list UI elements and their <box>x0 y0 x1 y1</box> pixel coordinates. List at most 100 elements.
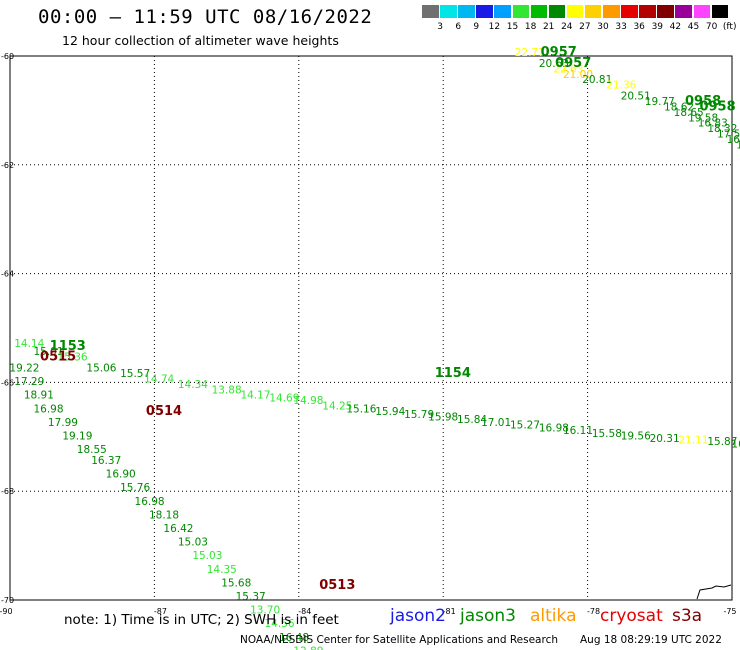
wave-height-label: 15.76 <box>120 482 150 494</box>
pass-time-label: 1154 <box>435 366 471 381</box>
wave-height-label: 18.32 <box>707 123 737 135</box>
wave-height-label: 13.88 <box>212 384 242 396</box>
wave-height-label: 17.01 <box>481 417 511 429</box>
wave-height-label: 14.14 <box>14 338 44 350</box>
footer-note: note: 1) Time is in UTC; 2) SWH is in fe… <box>64 612 339 628</box>
scale-label: 3 <box>437 22 443 32</box>
wave-height-label: 15.84 <box>457 414 487 426</box>
wave-height-label: 16.83 <box>698 118 728 130</box>
wave-height-label: 14.35 <box>207 564 237 576</box>
wave-height-label: 20.51 <box>621 91 651 103</box>
wave-height-label: 15.03 <box>192 550 222 562</box>
wave-height-label: 12.89 <box>293 645 323 650</box>
satellite-legend-jason3: jason3 <box>460 606 516 626</box>
scale-label: 21 <box>542 22 555 32</box>
wave-height-label: 19.77 <box>645 96 675 108</box>
scale-swatch <box>566 5 584 18</box>
wave-height-label: 14.25 <box>322 401 352 413</box>
wave-height-label: 21.11 <box>678 434 708 446</box>
pass-time-label: 1153 <box>50 339 86 354</box>
wave-height-label: 15.98 <box>428 411 458 423</box>
scale-swatch <box>711 5 729 18</box>
generated-timestamp: Aug 18 08:29:19 UTC 2022 <box>580 634 722 646</box>
scale-label: 12 <box>488 22 501 32</box>
lon-tick-label: -87 <box>154 607 167 616</box>
scale-swatch <box>621 5 638 18</box>
scale-label: 30 <box>597 22 609 32</box>
lat-tick-label: -60 <box>1 52 14 61</box>
pass-time-label: 0515 <box>40 350 76 365</box>
wave-height-label: 16.42 <box>163 523 193 535</box>
wave-height-label: 17.29 <box>14 376 44 388</box>
wave-height-label: 22.63 <box>553 63 583 75</box>
wave-height-label: 16.98 <box>539 422 569 434</box>
wave-height-label: 18.18 <box>149 509 179 521</box>
wave-height-label: 15.16 <box>346 403 376 415</box>
wave-height-label: 19.22 <box>9 363 39 375</box>
pass-time-label: 0513 <box>319 578 355 593</box>
lat-tick-label: -70 <box>1 596 14 605</box>
pass-time-label: 0957 <box>541 45 577 60</box>
satellite-legend-s3a: s3a <box>672 606 703 626</box>
wave-height-label: 21.00 <box>563 69 593 81</box>
wave-height-label: 15.36 <box>58 352 88 364</box>
satellite-legend-jason2: jason2 <box>390 606 446 626</box>
scale-label: 39 <box>651 22 664 32</box>
scale-label: 6 <box>455 22 462 32</box>
wave-height-label: 14.74 <box>144 373 174 385</box>
wave-height-label: 20.31 <box>650 433 680 445</box>
lon-tick-label: -84 <box>298 607 311 616</box>
wave-height-label: 16.58 <box>727 134 740 146</box>
lat-tick-label: -66 <box>1 378 14 387</box>
wave-height-label: 15.79 <box>404 409 434 421</box>
wave-height-label: 15.87 <box>707 436 737 448</box>
wave-height-label: 15.37 <box>236 591 266 603</box>
lon-tick-label: -75 <box>723 607 736 616</box>
map-subtitle: 12 hour collection of altimeter wave hei… <box>62 33 339 48</box>
lon-tick-label: -81 <box>443 607 456 616</box>
wave-height-label: 18.55 <box>77 444 107 456</box>
scale-swatch <box>675 5 692 18</box>
satellite-legend-altika: altika <box>530 606 577 626</box>
wave-height-label: 16.68 <box>736 139 740 151</box>
scale-label: 70 <box>705 22 718 32</box>
wave-height-label: 18.65 <box>674 107 704 119</box>
wave-height-label: 14.98 <box>293 395 323 407</box>
scale-label: 42 <box>669 22 682 32</box>
wave-height-label: 16.48 <box>279 632 309 644</box>
map-title: 00:00 – 11:59 UTC 08/16/2022 <box>38 6 373 28</box>
wave-height-label: 19.58 <box>688 112 718 124</box>
pass-time-label: 0958 <box>685 94 721 109</box>
lat-tick-label: -64 <box>1 270 14 279</box>
wave-height-label: 15.58 <box>592 428 622 440</box>
wave-height-label: 18.91 <box>24 390 54 402</box>
wave-height-label: 15.27 <box>510 420 540 432</box>
wave-height-label: 15.01 <box>33 346 63 358</box>
scale-label: 9 <box>473 22 480 32</box>
wave-height-label: 16.98 <box>135 496 165 508</box>
wave-height-label: 15.57 <box>120 368 150 380</box>
scale-swatch <box>422 5 439 18</box>
scale-swatch <box>657 5 674 18</box>
scale-label: 15 <box>506 22 519 32</box>
scale-swatch <box>440 5 457 18</box>
scale-swatch <box>639 5 656 18</box>
scale-label: 33 <box>615 22 627 32</box>
lat-tick-label: -62 <box>1 161 14 170</box>
scale-label: 36 <box>633 22 645 32</box>
satellite-legend-cryosat: cryosat <box>600 606 663 626</box>
lon-tick-label: -90 <box>0 607 13 616</box>
wave-height-label: 16.98 <box>33 403 63 415</box>
scale-unit-label: (ft) <box>722 22 737 32</box>
wave-height-label: 15.06 <box>86 363 116 375</box>
wave-height-label: 16.11 <box>563 425 593 437</box>
wave-height-label: 14.56 <box>265 618 295 630</box>
wave-height-label: 13.70 <box>250 605 280 617</box>
credit-text: NOAA/NESDIS Center for Satellite Applica… <box>240 634 558 646</box>
scale-label: 24 <box>561 22 573 32</box>
wave-height-label: 16.37 <box>91 455 121 467</box>
wave-height-label: 15.68 <box>221 577 251 589</box>
scale-swatch <box>512 5 529 18</box>
wave-height-label: 14.69 <box>269 392 299 404</box>
pass-time-label: 0957 <box>555 56 591 71</box>
